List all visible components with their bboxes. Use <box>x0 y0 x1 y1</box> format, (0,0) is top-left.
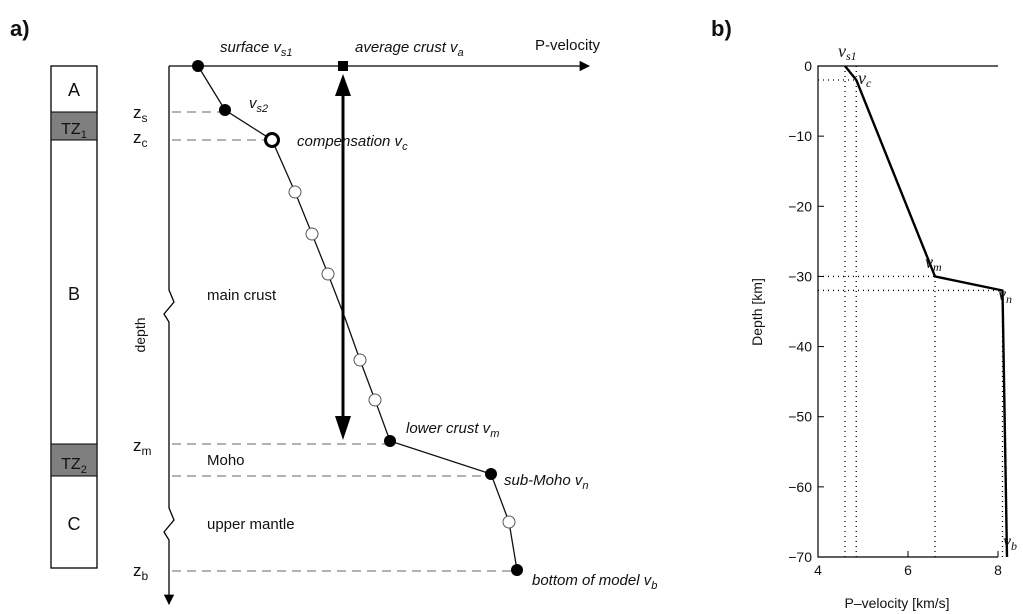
layer-tz1 <box>50 111 98 141</box>
panel-a-label: a) <box>10 16 30 41</box>
upper-mantle-label: upper mantle <box>207 516 295 533</box>
depth-marks: zs zc zm zb <box>133 103 152 583</box>
vs2-label: vs2 <box>249 95 268 115</box>
annotation-vn: vn <box>998 284 1012 306</box>
layer-c-label: C <box>68 514 81 534</box>
profile-nodes <box>192 60 523 576</box>
moho-label: Moho <box>207 452 245 469</box>
panel-b-label: b) <box>711 16 732 41</box>
node-mantle <box>502 515 516 529</box>
reference-lines <box>818 66 1004 557</box>
panel-a: a) A TZ1 B TZ2 C P-velocity depth zs zc … <box>10 16 657 606</box>
annotation-vm: vm <box>925 252 942 274</box>
lower-crust-label: lower crust vm <box>406 420 499 440</box>
main-crust-label: main crust <box>207 287 277 304</box>
y-tick-label: −70 <box>788 549 812 565</box>
velocity-axis-title: P–velocity [km/s] <box>844 595 949 611</box>
node-lower-crust <box>384 435 396 447</box>
node-vs2 <box>219 104 231 116</box>
sub-moho-label: sub-Moho vn <box>504 472 589 492</box>
depth-axis-label: depth <box>132 317 148 352</box>
average-crust-arrow-head-down <box>335 416 351 440</box>
velocity-axis-label: P-velocity <box>535 37 601 54</box>
average-crust-label: average crust va <box>355 39 464 59</box>
surface-label: surface vs1 <box>220 39 292 59</box>
annotation-vc: vc <box>858 68 872 90</box>
axis-ticks: 0 −10 −20 −30 −40 −50 −60 −704 6 8 <box>788 58 1002 578</box>
depth-axis-title: Depth [km] <box>749 278 765 346</box>
y-tick-label: 0 <box>804 58 812 74</box>
plot-frame <box>817 65 998 558</box>
layer-tz2 <box>50 443 98 477</box>
node-surface <box>192 60 204 72</box>
layer-b-label: B <box>68 284 80 304</box>
layer-a-label: A <box>68 80 80 100</box>
layer-column-frame <box>50 65 98 569</box>
average-velocity-marker <box>338 61 348 71</box>
panel-b: b) Depth [km] P–velocity [km/s] 0 −10 −20 −… <box>711 16 1017 611</box>
node-bottom <box>511 564 523 576</box>
node-crust-1 <box>288 185 302 199</box>
zc-label: zc <box>133 128 148 150</box>
depth-axis <box>163 66 175 606</box>
node-compensation <box>264 132 280 148</box>
x-tick-label: 6 <box>904 562 912 578</box>
annotation-vs1: vs1 <box>838 41 857 63</box>
y-tick-label: −30 <box>788 268 812 284</box>
y-tick-label: −40 <box>788 339 812 355</box>
zb-label: zb <box>133 561 149 583</box>
layer-tz1-label: TZ1 <box>61 121 87 141</box>
compensation-label: compensation vc <box>297 133 408 153</box>
average-crust-arrow-head-up <box>335 74 351 96</box>
bottom-label: bottom of model vb <box>532 572 657 592</box>
velocity-depth-series <box>844 65 1009 558</box>
node-crust-4 <box>353 353 367 367</box>
node-sub-moho <box>485 468 497 480</box>
profile-labels: surface vs1 average crust va vs2 compens… <box>207 39 657 592</box>
annotation-vb: vb <box>1003 531 1017 553</box>
node-crust-3 <box>321 267 335 281</box>
node-crust-2 <box>305 227 319 241</box>
zm-label: zm <box>133 436 152 458</box>
layer-column: A TZ1 B TZ2 C <box>50 65 98 569</box>
y-tick-label: −60 <box>788 479 812 495</box>
x-tick-label: 4 <box>814 562 822 578</box>
y-tick-label: −20 <box>788 198 812 214</box>
y-tick-label: −10 <box>788 128 812 144</box>
y-tick-label: −50 <box>788 409 812 425</box>
zs-label: zs <box>133 103 148 125</box>
layer-tz2-label: TZ2 <box>61 456 87 476</box>
depth-reference-lines <box>172 111 517 572</box>
x-tick-label: 8 <box>994 562 1002 578</box>
node-crust-5 <box>368 393 382 407</box>
